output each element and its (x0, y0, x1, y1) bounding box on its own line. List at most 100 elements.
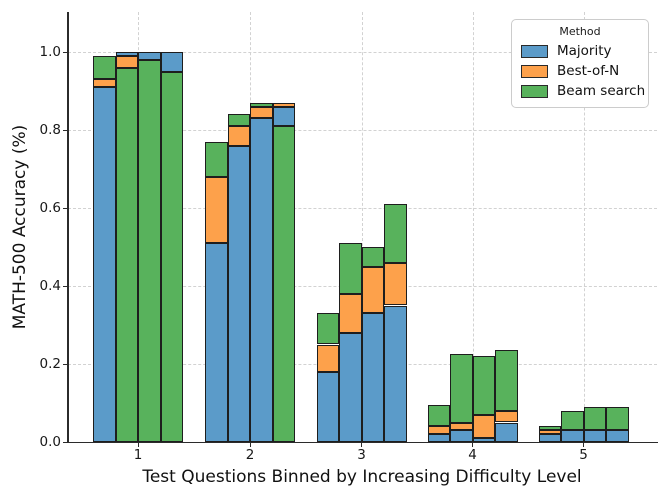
bar-segment-best_of_n (272, 102, 295, 107)
bar-segment-majority (384, 305, 407, 442)
bar-segment-beam_search (115, 67, 138, 442)
bar-segment-majority (606, 430, 629, 442)
y-tick-label: 0.8 (39, 121, 61, 138)
bar-segment-majority (583, 430, 606, 442)
legend-title: Method (559, 25, 601, 38)
bar-segment-best_of_n (538, 430, 561, 435)
bar-segment-best_of_n (361, 266, 384, 314)
bar-segment-beam_search (160, 71, 183, 442)
legend-item-majority: Majority (521, 43, 639, 59)
legend-item-label: Beam search (557, 83, 646, 99)
bar-segment-beam_search (93, 55, 116, 80)
y-tick-label: 0.4 (39, 277, 61, 294)
bar-segment-beam_search (227, 114, 250, 127)
bar-segment-best_of_n (115, 55, 138, 68)
bar-segment-beam_search (250, 102, 273, 107)
bar-segment-majority (450, 430, 473, 442)
bar-segment-best_of_n (339, 293, 362, 333)
y-tick-mark (63, 129, 67, 131)
x-tick-label: 5 (579, 447, 588, 463)
bar-segment-beam_search (583, 406, 606, 431)
y-gridline (68, 208, 657, 209)
x-tick-mark (137, 443, 139, 447)
bar-segment-beam_search (316, 313, 339, 345)
y-gridline (68, 52, 657, 53)
legend-item-label: Best-of-N (557, 63, 620, 79)
bar-segment-best_of_n (427, 426, 450, 435)
bar-segment-majority (250, 118, 273, 442)
bar-segment-best_of_n (250, 106, 273, 119)
bar-segment-best_of_n (316, 344, 339, 372)
bar-segment-beam_search (561, 410, 584, 431)
bar-segment-beam_search (138, 59, 161, 442)
bar-segment-majority (538, 434, 561, 442)
bar-segment-beam_search (339, 243, 362, 294)
bar-segment-best_of_n (93, 79, 116, 88)
legend-item-label: Majority (557, 43, 612, 59)
y-tick-mark (63, 285, 67, 287)
bar-segment-majority (115, 52, 138, 56)
bar-segment-beam_search (606, 406, 629, 431)
y-tick-mark (63, 207, 67, 209)
bar-segment-majority (561, 430, 584, 442)
y-tick-label: 1.0 (39, 43, 61, 60)
bar-segment-best_of_n (472, 414, 495, 439)
y-axis-label: MATH-500 Accuracy (%) (10, 124, 30, 330)
bar-segment-beam_search (472, 356, 495, 415)
legend-item-beam_search: Beam search (521, 83, 645, 99)
y-tick-label: 0.0 (39, 433, 61, 450)
x-tick-label: 2 (245, 447, 255, 463)
plot-area (68, 12, 657, 442)
bar-segment-beam_search (384, 204, 407, 263)
x-tick-mark (472, 443, 474, 447)
bar-segment-majority (93, 87, 116, 442)
legend-item-best_of_n: Best-of-N (521, 63, 639, 79)
bar-segment-majority (427, 434, 450, 442)
x-tick-label: 4 (468, 447, 477, 463)
bar-segment-majority (472, 438, 495, 442)
y-axis-spine (67, 12, 69, 443)
x-tick-label: 3 (357, 447, 366, 463)
x-gridline (583, 12, 585, 442)
bar-segment-beam_search (495, 350, 518, 411)
bar-segment-best_of_n (205, 176, 228, 244)
x-axis-spine (67, 441, 658, 444)
y-tick-label: 0.6 (39, 199, 61, 216)
y-tick-mark (63, 51, 67, 53)
bar-segment-majority (339, 332, 362, 442)
x-gridline (472, 12, 474, 442)
x-axis-label: Test Questions Binned by Increasing Diff… (142, 467, 582, 487)
bar-segment-beam_search (538, 426, 561, 431)
bar-segment-beam_search (427, 404, 450, 427)
bar-segment-majority (160, 52, 183, 72)
x-tick-label: 1 (133, 447, 143, 463)
bar-segment-majority (495, 422, 518, 442)
bar-segment-majority (316, 371, 339, 442)
legend: Method Majority Best-of-N Beam search (511, 19, 649, 108)
bar-segment-best_of_n (227, 126, 250, 146)
bar-segment-beam_search (205, 141, 228, 177)
bar-segment-beam_search (450, 354, 473, 423)
bar-segment-majority (227, 145, 250, 442)
y-gridline (68, 130, 657, 131)
best_of_n-color-swatch-icon (521, 64, 548, 78)
bar-segment-best_of_n (495, 410, 518, 423)
x-tick-mark (361, 443, 363, 447)
bar-segment-best_of_n (450, 422, 473, 431)
bar-segment-majority (361, 313, 384, 442)
bar-segment-majority (205, 243, 228, 442)
x-tick-mark (583, 443, 585, 447)
bar-segment-majority (138, 52, 161, 60)
y-tick-label: 0.2 (39, 355, 61, 372)
bar-segment-beam_search (272, 126, 295, 442)
bar-segment-best_of_n (384, 262, 407, 306)
y-tick-mark (63, 441, 67, 443)
legend-items: Majority Best-of-N Beam search (521, 43, 645, 99)
bar-segment-majority (272, 106, 295, 127)
bar-segment-beam_search (361, 247, 384, 267)
x-gridline (361, 12, 363, 442)
beam_search-color-swatch-icon (521, 84, 548, 98)
majority-color-swatch-icon (521, 44, 548, 58)
y-tick-mark (63, 363, 67, 365)
